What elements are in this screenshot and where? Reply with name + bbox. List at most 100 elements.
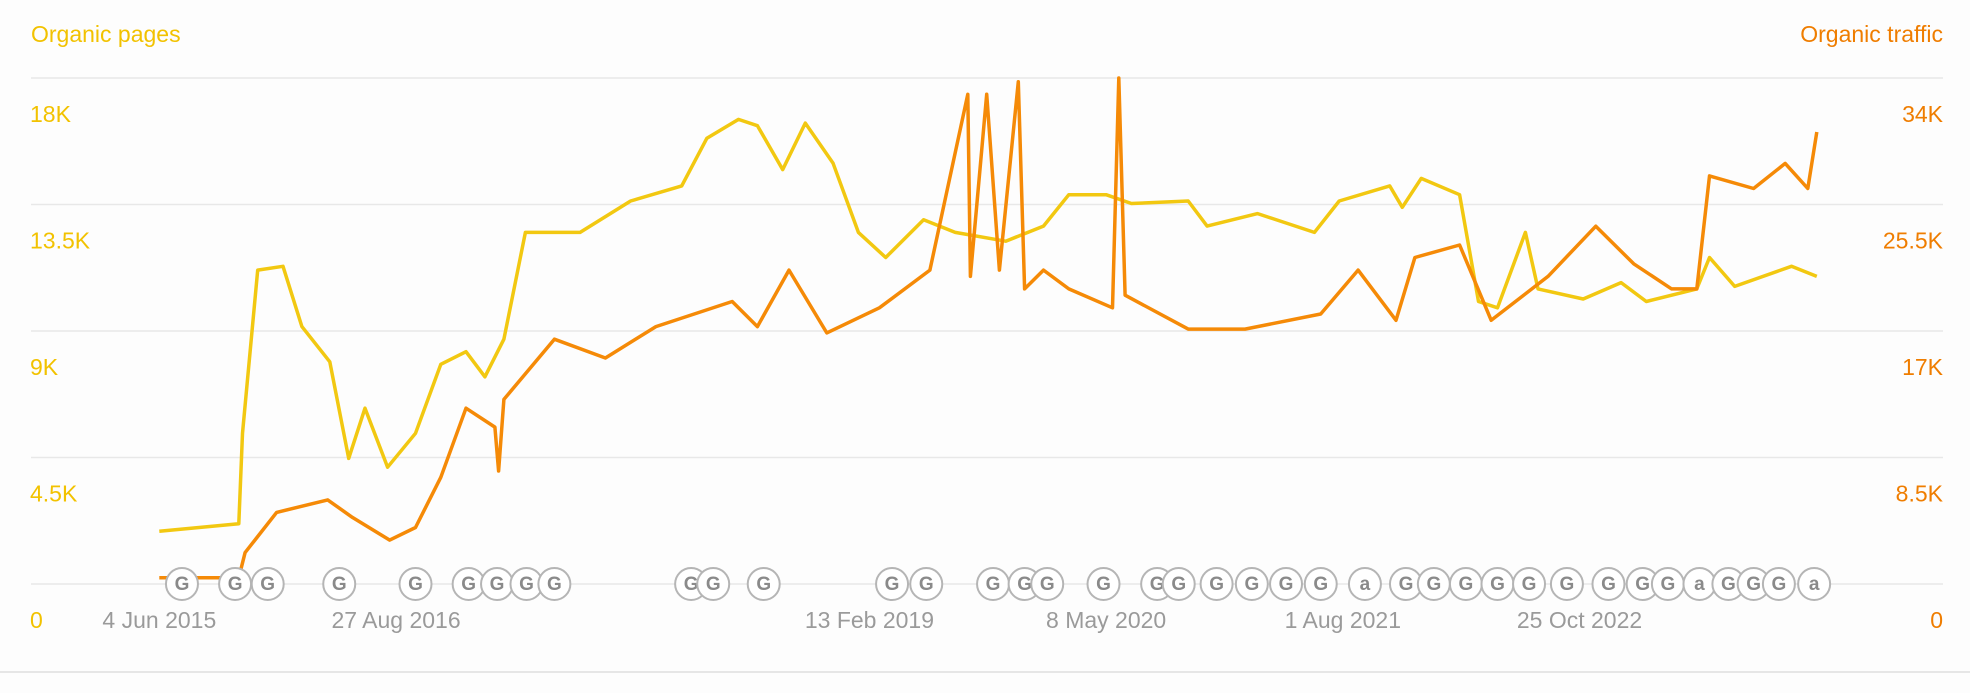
y2-tick-label: 17K (1902, 354, 1944, 380)
update-marker: G (1303, 567, 1338, 601)
x-tick-label: 1 Aug 2021 (1285, 607, 1401, 633)
update-marker-label: a (1809, 574, 1820, 595)
update-marker-circle (398, 567, 433, 601)
update-marker-label: G (1096, 574, 1111, 595)
update-marker: G (1269, 567, 1304, 601)
update-marker: G (875, 567, 910, 601)
update-marker-label: G (1399, 574, 1414, 595)
update-marker: G (1161, 567, 1196, 601)
update-marker-circle (1234, 567, 1269, 601)
update-marker-label: G (1522, 574, 1537, 595)
update-marker: G (1591, 567, 1626, 601)
update-marker: G (164, 567, 199, 601)
update-marker-label: G (706, 574, 721, 595)
y-tick-label: 18K (30, 101, 72, 127)
update-marker: G (1030, 567, 1065, 601)
update-marker-label: G (885, 574, 900, 595)
update-marker-label: G (1209, 574, 1224, 595)
x-tick-label: 4 Jun 2015 (102, 607, 216, 633)
update-marker-label: G (1244, 574, 1259, 595)
update-marker: G (1086, 567, 1121, 601)
right-axis-title: Organic traffic (1800, 21, 1943, 47)
update-marker-label: G (175, 574, 190, 595)
update-marker-circle (322, 567, 357, 601)
update-marker-label: G (1601, 574, 1616, 595)
update-marker-circle (1269, 567, 1304, 601)
y2-tick-label: 34K (1902, 101, 1944, 127)
update-marker-label: G (919, 574, 934, 595)
update-marker: G (451, 567, 486, 601)
update-marker: a (1797, 567, 1832, 601)
update-marker-circle (696, 567, 731, 601)
update-marker: G (480, 567, 515, 601)
update-marker-circle (1030, 567, 1065, 601)
update-marker: G (509, 567, 544, 601)
update-marker-label: G (1490, 574, 1505, 595)
y2-tick-label: 8.5K (1896, 481, 1944, 507)
update-marker-label: G (461, 574, 476, 595)
x-tick-label: 13 Feb 2019 (805, 607, 934, 633)
update-marker: G (1761, 567, 1796, 601)
update-marker-label: G (519, 574, 534, 595)
update-marker-circle (1591, 567, 1626, 601)
update-marker-label: G (1635, 574, 1650, 595)
x-tick-label: 8 May 2020 (1046, 607, 1166, 633)
update-marker-circle (250, 567, 285, 601)
update-marker-circle (1086, 567, 1121, 601)
update-marker-label: G (490, 574, 505, 595)
update-marker-label: G (228, 574, 243, 595)
update-marker-label: G (332, 574, 347, 595)
update-marker: G (322, 567, 357, 601)
x-tick-label: 25 Oct 2022 (1517, 607, 1642, 633)
update-marker-label: G (1661, 574, 1676, 595)
update-marker-circle (164, 567, 199, 601)
update-marker-circle (909, 567, 944, 601)
update-marker-label: G (260, 574, 275, 595)
update-marker-circle (1549, 567, 1584, 601)
update-marker-label: G (1746, 574, 1761, 595)
update-marker-label: G (1560, 574, 1575, 595)
update-marker-circle (1161, 567, 1196, 601)
update-marker: G (1512, 567, 1547, 601)
update-marker: G (218, 567, 253, 601)
update-marker: G (746, 567, 781, 601)
update-marker-label: G (408, 574, 423, 595)
update-marker-circle (875, 567, 910, 601)
update-marker-label: G (1459, 574, 1474, 595)
update-marker-label: G (1313, 574, 1328, 595)
update-marker-label: G (1040, 574, 1055, 595)
update-marker-label: a (1694, 574, 1705, 595)
update-marker-label: G (1017, 574, 1032, 595)
update-marker: G (1711, 567, 1746, 601)
update-marker: G (1199, 567, 1234, 601)
update-marker: G (1549, 567, 1584, 601)
update-marker: G (537, 567, 572, 601)
update-marker-circle (1512, 567, 1547, 601)
update-marker-label: G (684, 574, 699, 595)
x-tick-label: 27 Aug 2016 (331, 607, 460, 633)
y-tick-label: 9K (30, 354, 59, 380)
update-marker-label: G (986, 574, 1001, 595)
update-marker: G (909, 567, 944, 601)
update-marker-label: G (1721, 574, 1736, 595)
update-marker: a (1347, 567, 1382, 601)
left-axis-title: Organic pages (31, 21, 181, 47)
update-marker: G (696, 567, 731, 601)
update-marker-circle (537, 567, 572, 601)
update-marker-circle (746, 567, 781, 601)
update-marker: G (398, 567, 433, 601)
update-marker-circle (1797, 567, 1832, 601)
update-marker-label: G (547, 574, 562, 595)
y-tick-label: 0 (30, 607, 43, 633)
update-marker: G (1480, 567, 1515, 601)
update-marker-label: G (1171, 574, 1186, 595)
update-marker-circle (1199, 567, 1234, 601)
update-marker-label: G (1426, 574, 1441, 595)
update-marker: G (1416, 567, 1451, 601)
update-marker-label: G (1279, 574, 1294, 595)
update-marker-label: G (1771, 574, 1786, 595)
y-tick-label: 13.5K (30, 228, 91, 254)
update-marker: G (976, 567, 1011, 601)
series-line (159, 76, 1819, 580)
update-marker: G (1234, 567, 1269, 601)
